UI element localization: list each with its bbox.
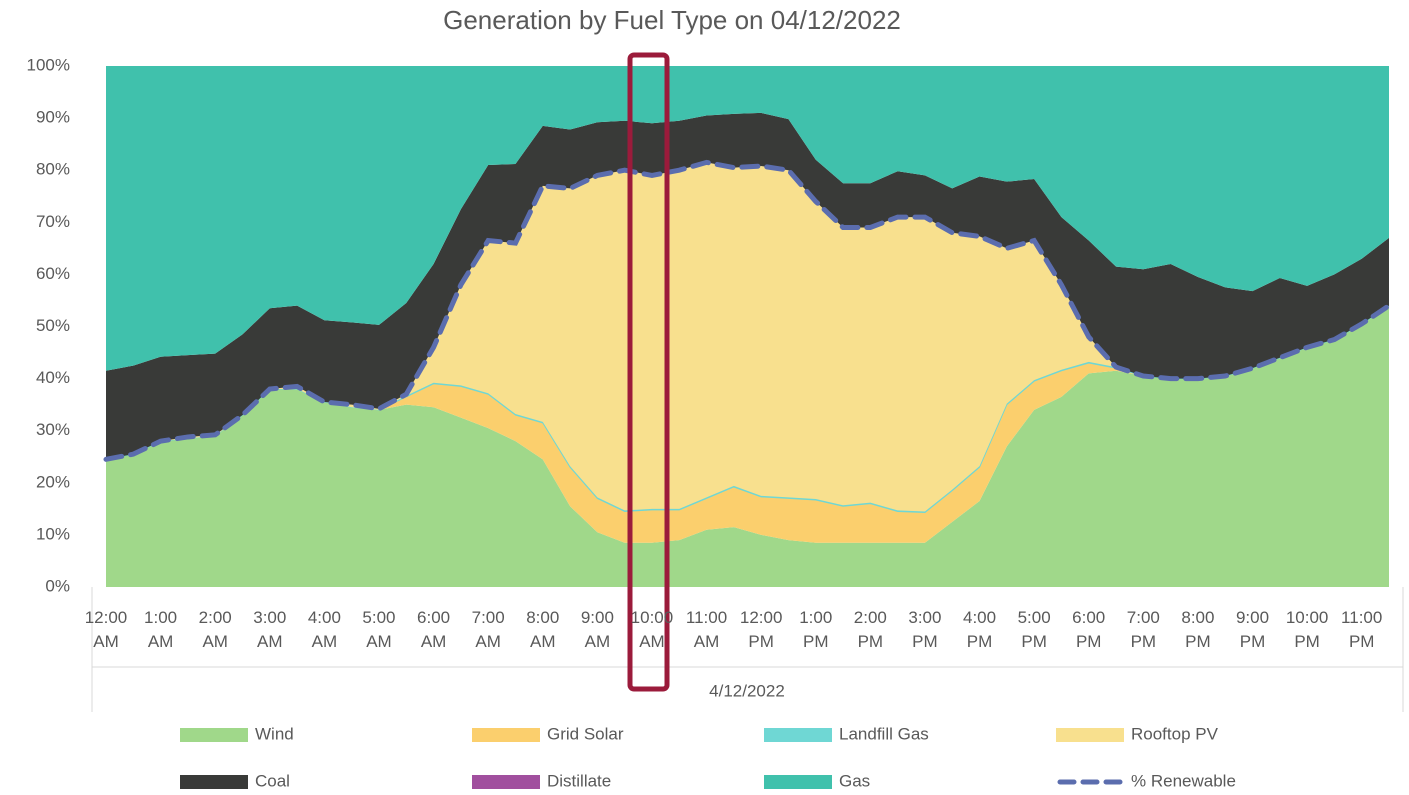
- x-tick-label: 10:00 AM: [630, 608, 674, 651]
- x-tick-label: 7:00 PM: [1126, 608, 1160, 651]
- legend-swatch: [472, 775, 540, 789]
- y-tick-label: 10%: [36, 524, 70, 543]
- area: [106, 162, 1389, 512]
- x-group-label: 4/12/2022: [709, 681, 785, 700]
- x-tick-label: 11:00 AM: [685, 608, 728, 651]
- x-tick-label: 8:00 PM: [1181, 608, 1215, 651]
- x-tick-label: 9:00 AM: [580, 608, 614, 651]
- legend-label: Distillate: [547, 771, 611, 790]
- y-tick-label: 70%: [36, 212, 70, 231]
- x-tick-label: 6:00 AM: [417, 608, 451, 651]
- y-tick-label: 100%: [27, 55, 70, 74]
- legend-swatch: [1056, 728, 1124, 742]
- y-tick-label: 80%: [36, 160, 70, 179]
- legend-label: Landfill Gas: [839, 724, 929, 743]
- legend-swatch: [472, 728, 540, 742]
- y-tick-label: 50%: [36, 316, 70, 335]
- x-tick-label: 12:00 PM: [739, 608, 783, 651]
- x-tick-label: 1:00 AM: [144, 608, 178, 651]
- legend-label: Rooftop PV: [1131, 724, 1219, 743]
- x-tick-label: 1:00 PM: [799, 608, 833, 651]
- legend-label: Gas: [839, 771, 870, 790]
- x-tick-label: 12:00 AM: [84, 608, 128, 651]
- x-tick-label: 8:00 AM: [526, 608, 560, 651]
- x-tick-label: 4:00 AM: [307, 608, 341, 651]
- y-tick-label: 20%: [36, 472, 70, 491]
- legend-label: Coal: [255, 771, 290, 790]
- renewable-line: [103, 159, 1392, 462]
- x-tick-label: 5:00 AM: [362, 608, 396, 651]
- area: [106, 66, 1389, 371]
- plot-area: [103, 66, 1392, 587]
- y-tick-label: 90%: [36, 108, 70, 127]
- y-tick-label: 30%: [36, 420, 70, 439]
- legend-label: Wind: [255, 724, 294, 743]
- legend-swatch: [764, 728, 832, 742]
- x-tick-label: 3:00 AM: [253, 608, 287, 651]
- y-tick-label: 40%: [36, 368, 70, 387]
- chart-title: Generation by Fuel Type on 04/12/2022: [443, 5, 901, 35]
- x-tick-label: 10:00 PM: [1285, 608, 1329, 651]
- area: [106, 305, 1389, 543]
- y-tick-label: 60%: [36, 264, 70, 283]
- x-tick-label: 6:00 PM: [1072, 608, 1106, 651]
- legend-label: % Renewable: [1131, 771, 1236, 790]
- x-tick-label: 9:00 PM: [1235, 608, 1270, 651]
- legend-swatch: [180, 728, 248, 742]
- legend-swatch: [180, 775, 248, 789]
- x-tick-label: 4:00 PM: [962, 608, 997, 651]
- x-tick-label: 2:00 PM: [853, 608, 887, 651]
- area: [106, 305, 1389, 587]
- x-tick-label: 7:00 AM: [471, 608, 505, 651]
- x-tick-label: 5:00 PM: [1017, 608, 1051, 651]
- legend-label: Grid Solar: [547, 724, 624, 743]
- area: [106, 112, 1389, 460]
- legend-swatch: [764, 775, 832, 789]
- highlight-box: [627, 52, 670, 692]
- x-tick-label: 2:00 AM: [198, 608, 232, 651]
- x-tick-label: 11:00 PM: [1341, 608, 1383, 651]
- x-tick-label: 3:00 PM: [908, 608, 942, 651]
- y-tick-label: 0%: [45, 576, 70, 595]
